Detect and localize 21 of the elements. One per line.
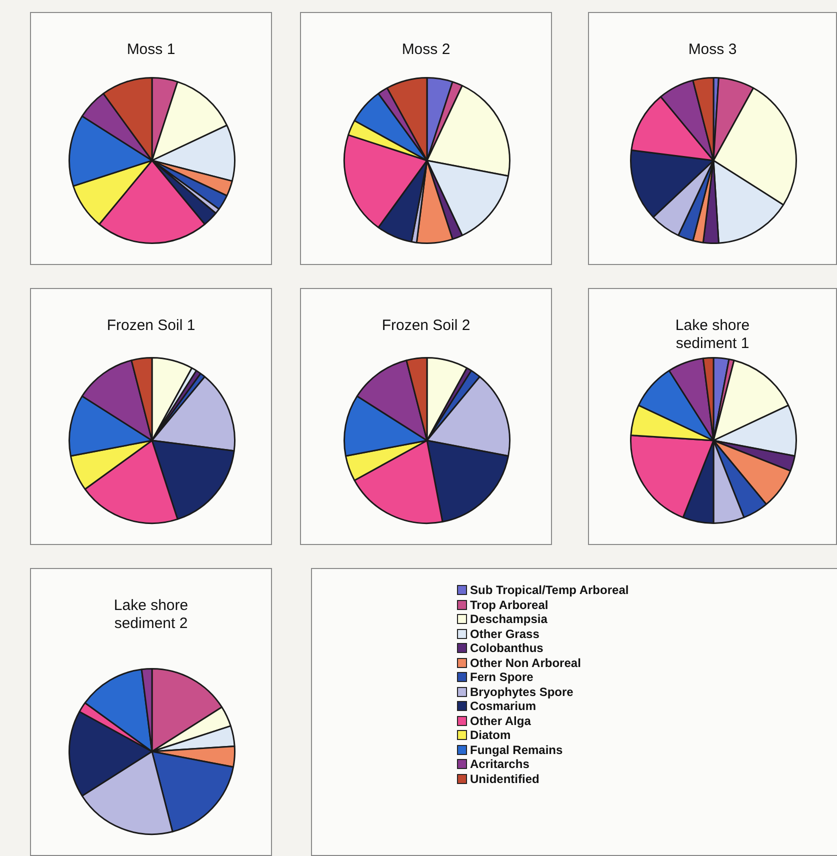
legend-label: Acritarchs bbox=[470, 757, 530, 772]
legend-label: Colobanthus bbox=[470, 641, 544, 656]
chart-title: Frozen Soil 1 bbox=[106, 317, 196, 335]
legend-label: Other Grass bbox=[470, 626, 540, 641]
legend-label: Cosmarium bbox=[470, 699, 536, 714]
legend-label: Diatom bbox=[470, 728, 511, 742]
legend-label: Deschampsia bbox=[470, 612, 548, 626]
legend-label: Fungal Remains bbox=[470, 742, 563, 757]
legend-label: Sub Tropical/Temp Arboreal bbox=[470, 583, 629, 598]
legend-label: Bryophytes Spore bbox=[470, 684, 574, 699]
chart-title: Moss 3 bbox=[687, 41, 738, 59]
chart-title: Moss 1 bbox=[126, 41, 176, 59]
chart-title: Lake shore sediment 1 bbox=[674, 317, 751, 353]
chart-title: Moss 2 bbox=[400, 41, 452, 59]
legend-label: Other Non Arboreal bbox=[470, 656, 581, 670]
legend-label: Other Alga bbox=[470, 714, 531, 728]
text: Lake shore sediment 2 bbox=[112, 597, 190, 633]
legend-label: Trop Arboreal bbox=[470, 598, 548, 612]
legend-label: Unidentified bbox=[470, 772, 540, 786]
legend-label: Fern Spore bbox=[470, 670, 534, 684]
chart-title: Frozen Soil 2 bbox=[380, 317, 472, 335]
